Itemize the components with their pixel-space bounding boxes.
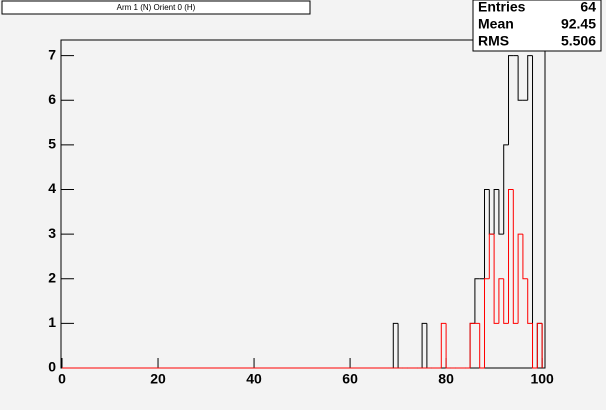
x-tick-label: 80 xyxy=(438,371,454,387)
y-tick-label: 4 xyxy=(48,180,56,196)
histogram-bin xyxy=(493,234,499,324)
histogram-bin xyxy=(469,322,475,368)
y-tick-label: 0 xyxy=(48,359,56,375)
histogram-bin xyxy=(536,322,543,368)
y-tick-label: 7 xyxy=(48,46,56,62)
histogram-bin xyxy=(498,189,504,235)
stats-label: Mean xyxy=(478,16,514,32)
y-tick-label: 2 xyxy=(48,269,56,285)
histogram-bin xyxy=(440,322,447,368)
histogram-bin xyxy=(508,188,514,324)
y-tick-label: 6 xyxy=(48,91,56,107)
histogram-bin xyxy=(517,233,523,324)
histogram-bin xyxy=(498,278,504,324)
histogram-bin xyxy=(522,234,528,280)
histogram-bin xyxy=(421,322,427,368)
x-tick-label: 40 xyxy=(246,371,262,387)
histogram-bin xyxy=(488,233,495,279)
histogram-bin xyxy=(479,323,485,369)
x-tick-label: 100 xyxy=(530,371,554,387)
y-tick-label: 1 xyxy=(48,314,56,330)
histogram-bin xyxy=(508,55,514,145)
stats-label: Entries xyxy=(478,0,526,15)
stats-label: RMS xyxy=(478,33,509,49)
stats-box xyxy=(472,0,602,52)
stats-value: 64 xyxy=(580,0,596,15)
histogram-bin xyxy=(532,323,538,369)
x-tick-label: 0 xyxy=(58,371,66,387)
histogram-bin xyxy=(527,278,533,324)
stats-value: 5.506 xyxy=(561,33,596,49)
histogram-bin xyxy=(484,188,490,279)
histogram-bin xyxy=(474,278,480,324)
x-tick-label: 20 xyxy=(150,371,166,387)
title-box xyxy=(1,0,311,15)
histogram-bin xyxy=(484,278,490,368)
histogram-bin xyxy=(445,323,451,369)
histogram-bin xyxy=(503,278,509,324)
histogram-bin xyxy=(493,188,499,235)
histogram-bin xyxy=(512,189,519,324)
histogram-bin xyxy=(503,144,509,235)
histogram-bin xyxy=(527,55,533,101)
histogram-bin xyxy=(517,55,523,101)
chart-title: Arm 1 (N) Orient 0 (H) xyxy=(117,3,196,12)
y-tick-label: 3 xyxy=(48,225,56,241)
x-tick-label: 60 xyxy=(342,371,358,387)
stats-value: 92.45 xyxy=(561,16,596,32)
y-tick-label: 5 xyxy=(48,136,56,152)
histogram-bin xyxy=(392,322,399,368)
